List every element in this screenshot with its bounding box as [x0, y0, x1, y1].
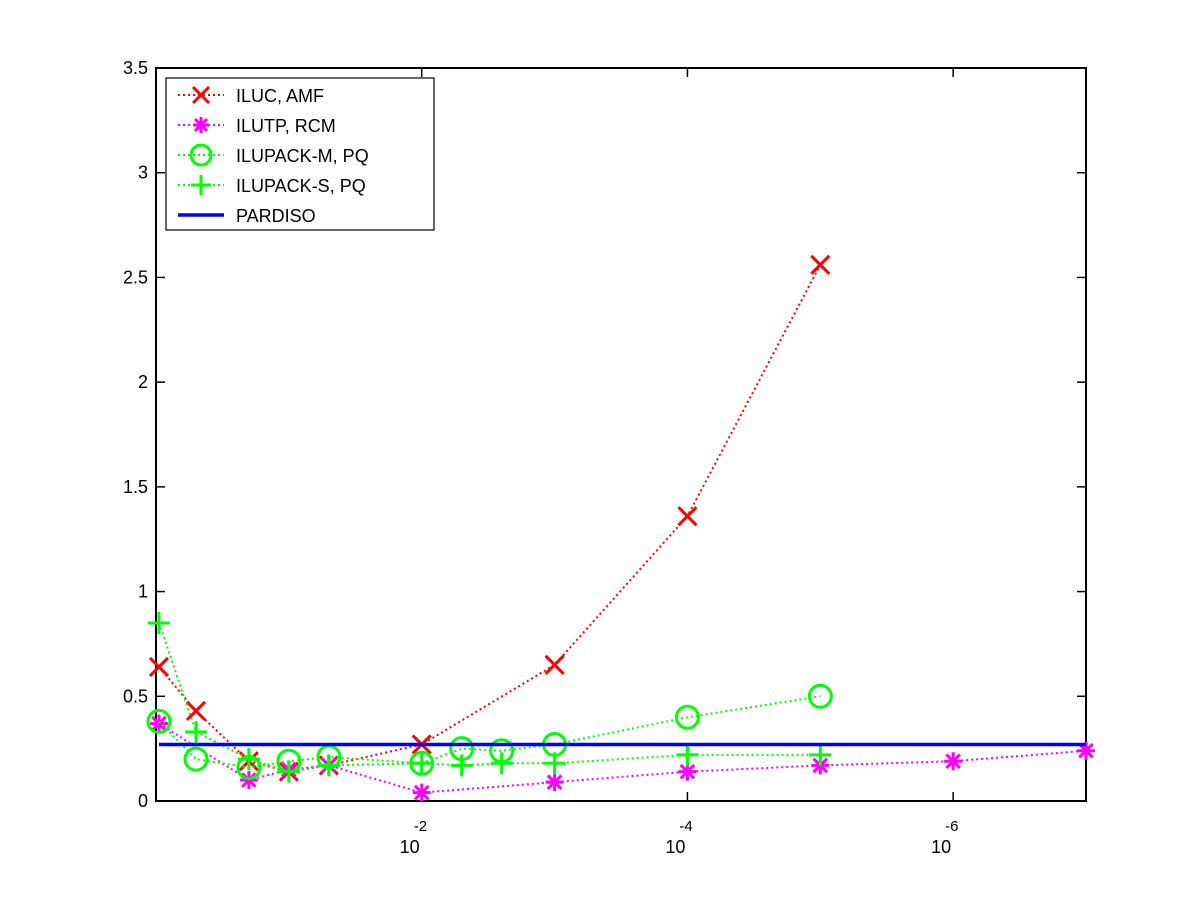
data-point: [410, 752, 433, 775]
y-tick-label: 0.5: [123, 686, 148, 706]
data-point: [450, 754, 473, 777]
data-point: [810, 254, 831, 275]
data-point: [544, 654, 565, 675]
legend-item: ILUPACK-M, PQ: [178, 143, 369, 167]
axis-tick-labels: 0 0.5 1 1.5 2 2.5 3 3.5 10 -2 10 -4 10 -6: [123, 58, 959, 857]
data-point: [944, 752, 963, 771]
legend-label: ILUPACK-S, PQ: [236, 176, 366, 196]
legend-label: ILUPACK-M, PQ: [236, 146, 369, 166]
data-point: [543, 752, 566, 775]
data-point: [149, 714, 168, 733]
data-point: [490, 752, 513, 775]
x-tick-label-base: 10: [931, 837, 951, 857]
data-point: [147, 611, 170, 634]
data-point: [191, 85, 211, 105]
y-tick-label: 2.5: [123, 267, 148, 287]
y-tick-label: 1: [138, 582, 148, 602]
data-point: [277, 760, 300, 783]
y-tick-label: 1.5: [123, 477, 148, 497]
y-tick-label: 3: [138, 163, 148, 183]
data-point: [183, 746, 209, 772]
legend-item: ILUTP, RCM: [178, 116, 336, 136]
data-point: [185, 700, 207, 722]
data-point: [191, 175, 211, 195]
series: [147, 611, 832, 783]
legend-label: ILUC, AMF: [236, 86, 324, 106]
data-point: [193, 117, 209, 133]
legend-item: ILUC, AMF: [178, 85, 324, 106]
data-point: [807, 683, 833, 709]
data-point: [676, 743, 699, 766]
legend-item: PARDISO: [178, 206, 316, 226]
data-point: [545, 773, 564, 792]
legend-item: ILUPACK-S, PQ: [178, 175, 366, 196]
y-tick-label: 0: [138, 791, 148, 811]
x-tick-label-exponent: -4: [679, 818, 692, 835]
data-point: [184, 720, 207, 743]
data-point: [674, 704, 700, 730]
legend: ILUC, AMF ILUTP, RCM ILUPACK-M, PQ ILUPACK-…: [165, 77, 435, 231]
series-line: [158, 264, 822, 773]
x-tick-label-base: 10: [400, 837, 420, 857]
x-tick-label-exponent: -2: [414, 818, 427, 835]
x-tick-label-base: 10: [665, 837, 685, 857]
data-point: [317, 754, 340, 777]
legend-label: ILUTP, RCM: [236, 116, 336, 136]
legend-label: PARDISO: [236, 206, 316, 226]
y-tick-label: 3.5: [123, 58, 148, 78]
series-line: [158, 722, 1087, 794]
data-point: [237, 748, 260, 771]
data-point: [189, 143, 213, 167]
data-point: [677, 506, 698, 527]
y-tick-label: 2: [138, 372, 148, 392]
data-point: [239, 771, 258, 790]
x-tick-label-exponent: -6: [945, 818, 958, 835]
data-point: [412, 783, 431, 802]
series-layer: [146, 254, 1095, 802]
data-point: [678, 762, 697, 781]
axis-ticks: [156, 67, 1086, 802]
data-point: [146, 708, 172, 734]
data-point: [809, 743, 832, 766]
data-point: [148, 656, 170, 678]
